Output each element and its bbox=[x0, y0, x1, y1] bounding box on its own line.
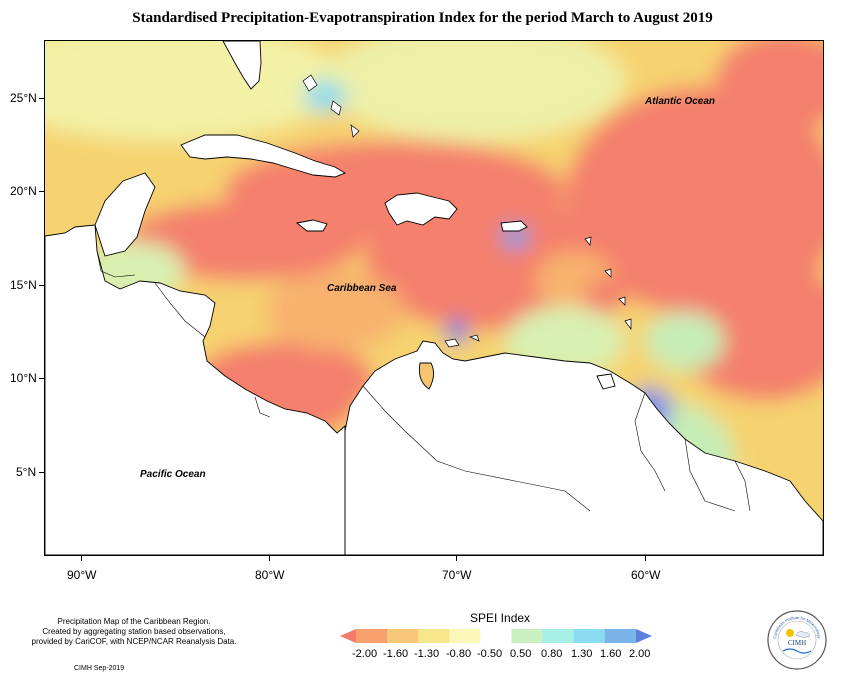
legend-tick-label: 0.50 bbox=[510, 648, 532, 660]
lat-label-25n: 25°N bbox=[10, 91, 37, 105]
legend-swatch bbox=[418, 629, 450, 643]
credit-line: Created by aggregating station based obs… bbox=[42, 627, 226, 636]
lat-tick bbox=[39, 472, 44, 473]
credit-line: Precipitation Map of the Caribbean Regio… bbox=[57, 617, 211, 626]
spei-field: Atlantic Ocean Caribbean Sea Pacific Oce… bbox=[45, 41, 823, 555]
lat-tick bbox=[39, 378, 44, 379]
legend-swatch bbox=[511, 629, 544, 643]
legend-swatch bbox=[573, 629, 606, 643]
legend-swatch bbox=[636, 629, 652, 643]
lat-tick bbox=[39, 98, 44, 99]
logo-name: CIMH bbox=[788, 639, 806, 647]
credit-date: CIMH Sep-2019 bbox=[74, 665, 125, 672]
spei-map: Atlantic Ocean Caribbean Sea Pacific Oce… bbox=[44, 40, 824, 556]
legend-swatch bbox=[480, 629, 513, 643]
lon-label-90w: 90°W bbox=[67, 568, 97, 582]
sun-icon bbox=[786, 629, 794, 637]
legend-tick-label: 1.60 bbox=[600, 648, 622, 660]
legend-swatch bbox=[604, 629, 637, 643]
atlantic-ocean-label: Atlantic Ocean bbox=[644, 96, 715, 107]
island-chains bbox=[302, 74, 632, 348]
map-title: Standardised Precipitation-Evapotranspir… bbox=[132, 10, 713, 26]
lat-label-10n: 10°N bbox=[10, 371, 37, 385]
caribbean-sea-label: Caribbean Sea bbox=[327, 283, 397, 294]
wave-icon bbox=[782, 648, 812, 654]
lon-tick bbox=[456, 556, 457, 561]
lon-label-80w: 80°W bbox=[255, 568, 285, 582]
legend-swatch bbox=[449, 629, 481, 643]
legend-tick-label: -0.80 bbox=[446, 648, 472, 660]
legend-color-bar bbox=[340, 629, 652, 643]
lon-tick bbox=[269, 556, 270, 561]
lat-label-15n: 15°N bbox=[10, 278, 37, 292]
legend-tick-label: -0.50 bbox=[477, 648, 503, 660]
legend-tick-label: -1.60 bbox=[383, 648, 409, 660]
legend-swatch bbox=[356, 629, 388, 643]
land-masses bbox=[45, 41, 823, 555]
legend-tick-label: 1.30 bbox=[571, 648, 593, 660]
lat-tick bbox=[39, 191, 44, 192]
legend-swatch bbox=[542, 629, 575, 643]
lon-tick bbox=[81, 556, 82, 561]
lon-tick bbox=[645, 556, 646, 561]
country-borders bbox=[96, 250, 751, 512]
lat-label-20n: 20°N bbox=[10, 184, 37, 198]
lon-label-60w: 60°W bbox=[631, 568, 661, 582]
lon-label-70w: 70°W bbox=[442, 568, 472, 582]
pacific-ocean-label: Pacific Ocean bbox=[140, 469, 206, 480]
legend-tick-label: -2.00 bbox=[352, 648, 378, 660]
map-credits: Precipitation Map of the Caribbean Regio… bbox=[14, 617, 254, 647]
legend-tick-label: 0.80 bbox=[541, 648, 563, 660]
legend-swatch bbox=[340, 629, 356, 643]
legend-tick-label: 2.00 bbox=[629, 648, 651, 660]
cimh-logo: Caribbean Institute for Meteorology and … bbox=[766, 609, 827, 670]
lat-label-5n: 5°N bbox=[16, 465, 37, 479]
legend-tick-label: -1.30 bbox=[414, 648, 440, 660]
lat-tick bbox=[39, 285, 44, 286]
cloud-icon bbox=[795, 631, 811, 638]
credit-line: provided by CariCOF, with NCEP/NCAR Rean… bbox=[31, 637, 237, 646]
legend-swatch bbox=[387, 629, 419, 643]
legend-title: SPEI Index bbox=[470, 611, 531, 625]
